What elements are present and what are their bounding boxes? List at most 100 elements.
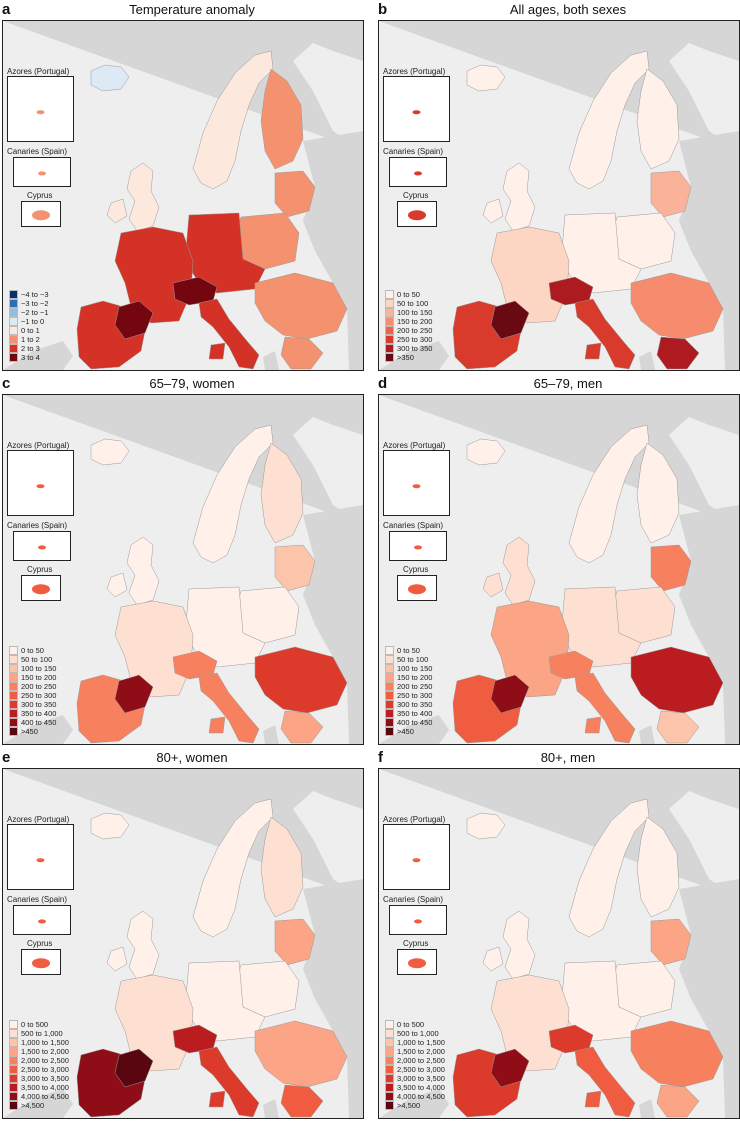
map-panel-f: f 80+, men Azores (Portugal) Canaries (Spai…: [378, 750, 740, 1120]
region-iceland: [466, 438, 506, 466]
legend-entry: >450: [385, 727, 432, 736]
region-italy: [574, 298, 636, 370]
legend-label: −3 to −2: [21, 299, 49, 308]
inset-azores: [7, 76, 74, 142]
legend-swatch: [385, 709, 394, 718]
inset-azores: [383, 76, 450, 142]
legend-entry: 4,000 to 4,500: [385, 1092, 445, 1101]
legend-entry: >450: [9, 727, 56, 736]
legend-label: 250 to 300: [397, 691, 433, 700]
legend-label: >450: [21, 727, 38, 736]
inset-azores: [7, 824, 74, 890]
legend-entry: −4 to −3: [9, 290, 49, 299]
choropleth-map: [379, 395, 739, 744]
region-balkans: [254, 646, 348, 714]
map-panel-a: a Temperature anomaly Azores (Portugal) Can…: [2, 2, 364, 372]
panel-label: c: [2, 375, 11, 392]
legend-entry: 4,000 to 4,500: [9, 1092, 69, 1101]
inset-canaries: [13, 531, 71, 561]
legend-swatch: [385, 1092, 394, 1101]
map-panel-e: e 80+, women Azores (Portugal) Canaries (Sp…: [2, 750, 364, 1120]
legend-entry: 1 to 2: [9, 335, 49, 344]
legend-entry: 350 to 400: [9, 709, 56, 718]
legend-swatch: [9, 1092, 18, 1101]
non-data-land-1: [303, 879, 363, 1118]
panel-title: 65–79, women: [149, 376, 235, 391]
region-hotspot: [490, 674, 530, 714]
panel-label: a: [2, 1, 11, 18]
map-frame: Azores (Portugal) Canaries (Spain) Cyprus 0…: [378, 394, 740, 745]
legend-swatch: [9, 1038, 18, 1047]
non-data-land-2: [379, 1089, 449, 1118]
inset-cyprus: [21, 575, 61, 601]
legend-label: 2,500 to 3,000: [397, 1065, 445, 1074]
non-data-land-2: [3, 341, 73, 370]
region-scandinavia: [192, 50, 274, 190]
inset-azores: [383, 824, 450, 890]
non-data-land-2: [379, 715, 449, 744]
region-greece: [280, 336, 324, 370]
inset-title-cyprus: Cyprus: [27, 191, 53, 200]
legend-label: 1,500 to 2,000: [21, 1047, 69, 1056]
legend-swatch: [385, 353, 394, 362]
inset-cyprus: [397, 575, 437, 601]
region-italy: [198, 1046, 260, 1118]
legend-label: 2,000 to 2,500: [21, 1056, 69, 1065]
legend-entry: 250 to 300: [385, 335, 432, 344]
legend-label: >450: [397, 727, 414, 736]
non-data-land-2: [3, 715, 73, 744]
region-hotspot: [114, 1048, 154, 1088]
legend-label: 150 to 200: [397, 317, 433, 326]
region-britain-ireland: [106, 910, 160, 980]
legend-swatch: [385, 1065, 394, 1074]
non-data-land-1: [303, 505, 363, 744]
legend-swatch: [9, 1083, 18, 1092]
legend-swatch: [9, 335, 18, 344]
legend-swatch: [9, 664, 18, 673]
region-hotspot: [114, 300, 154, 340]
legend-label: 2,500 to 3,000: [21, 1065, 69, 1074]
legend-label: 3,500 to 4,000: [397, 1083, 445, 1092]
legend-entry: 200 to 250: [385, 326, 432, 335]
map-frame: Azores (Portugal) Canaries (Spain) Cyprus 0…: [2, 768, 364, 1119]
region-france: [114, 974, 194, 1072]
non-data-land-1: [679, 879, 739, 1118]
legend-entry: −1 to 0: [9, 317, 49, 326]
legend-label: 300 to 350: [397, 344, 433, 353]
non-data-land-3: [639, 1099, 655, 1118]
legend-swatch: [385, 655, 394, 664]
legend-label: −2 to −1: [21, 308, 49, 317]
map-frame: Azores (Portugal) Canaries (Spain) Cyprus 0…: [378, 768, 740, 1119]
region-balkans: [254, 1020, 348, 1088]
legend-entry: 300 to 350: [385, 344, 432, 353]
legend-swatch: [9, 673, 18, 682]
legend-entry: 0 to 1: [9, 326, 49, 335]
inset-title-cyprus: Cyprus: [27, 939, 53, 948]
inset-island-canaries: [414, 919, 422, 924]
region-finland: [636, 816, 680, 918]
inset-title-canaries: Canaries (Spain): [383, 895, 444, 904]
legend-swatch: [385, 1101, 394, 1110]
legend-swatch: [9, 709, 18, 718]
inset-island-cyprus: [32, 584, 50, 595]
legend-label: 50 to 100: [397, 655, 429, 664]
panel-label: e: [2, 749, 11, 766]
legend-swatch: [385, 326, 394, 335]
legend-entry: >350: [385, 353, 432, 362]
non-data-land-3: [263, 1099, 279, 1118]
inset-canaries: [389, 905, 447, 935]
legend-label: 1,000 to 1,500: [21, 1038, 69, 1047]
inset-island-azores: [36, 110, 45, 115]
legend-entry: 500 to 1,000: [9, 1029, 69, 1038]
legend-label: 500 to 1,000: [21, 1029, 63, 1038]
legend-label: 300 to 350: [21, 700, 57, 709]
region-baltics: [650, 918, 692, 966]
inset-island-cyprus: [408, 958, 426, 969]
legend-entry: 200 to 250: [385, 682, 432, 691]
legend-label: 0 to 500: [397, 1020, 425, 1029]
legend-swatch: [385, 682, 394, 691]
legend-label: 1,000 to 1,500: [397, 1038, 445, 1047]
region-hotspot: [114, 674, 154, 714]
legend-entry: −3 to −2: [9, 299, 49, 308]
inset-island-azores: [412, 484, 421, 489]
